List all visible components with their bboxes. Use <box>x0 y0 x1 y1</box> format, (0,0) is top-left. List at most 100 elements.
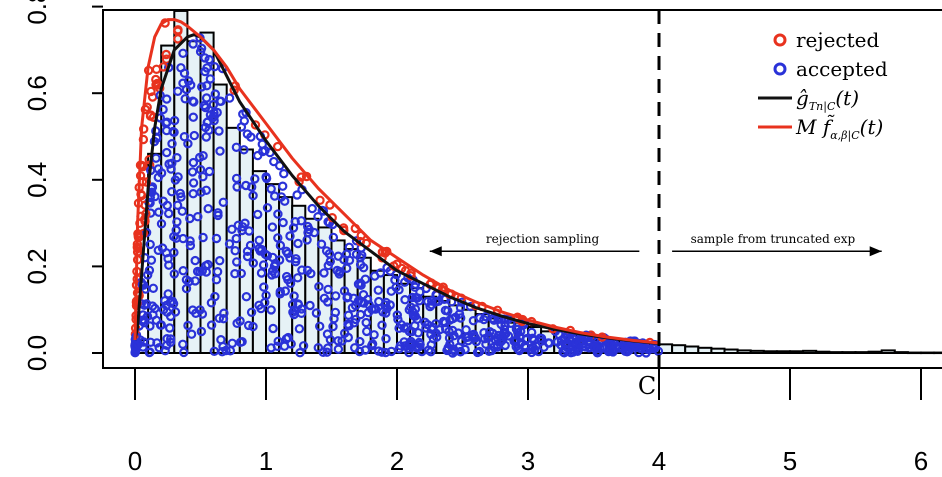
accepted-point <box>386 346 397 357</box>
histogram-bar <box>893 351 909 355</box>
accepted-point <box>266 305 276 315</box>
accepted-point <box>305 300 315 311</box>
rejected-point <box>273 141 283 152</box>
rejected-point <box>173 25 183 35</box>
accepted-point <box>254 235 264 245</box>
accepted-point <box>278 181 288 191</box>
accepted-point <box>142 270 153 280</box>
accepted-point <box>198 232 208 243</box>
accepted-point <box>185 240 196 251</box>
accepted-point <box>200 102 211 113</box>
rejected-point <box>161 49 171 60</box>
accepted-point <box>273 336 283 346</box>
accepted-point <box>282 271 292 282</box>
accepted-point <box>489 315 499 325</box>
accepted-point <box>562 339 572 349</box>
accepted-point <box>210 89 220 99</box>
accepted-point <box>296 216 306 226</box>
accepted-point <box>189 130 199 141</box>
accepted-point <box>455 346 466 357</box>
rejected-point <box>173 34 183 44</box>
accepted-point <box>224 239 235 249</box>
legend-label: M f̃α,β|C(t) <box>795 115 883 143</box>
legend: rejected accepted ĝTn|C(t)M f̃α,β|C(t) <box>758 28 888 143</box>
accepted-point <box>172 152 182 163</box>
accepted-point <box>245 240 256 251</box>
histogram-bar <box>906 351 923 355</box>
accepted-point <box>153 245 163 255</box>
accepted-point <box>369 330 379 340</box>
y-tick-label: 0.0 <box>22 335 52 371</box>
accepted-point <box>167 138 177 149</box>
accepted-point <box>163 289 173 299</box>
accepted-point <box>163 208 174 219</box>
accepted-point <box>145 239 155 250</box>
accepted-point <box>456 336 467 346</box>
accepted-point <box>215 96 225 106</box>
accepted-point <box>266 184 276 194</box>
accepted-point <box>267 270 277 280</box>
accepted-point <box>407 326 417 337</box>
accepted-point <box>356 280 366 290</box>
accepted-point <box>262 250 272 261</box>
accepted-point <box>169 247 179 258</box>
accepted-point <box>232 182 242 192</box>
accepted-point <box>211 275 222 285</box>
annotations: rejection sampling sample from truncated … <box>429 232 882 257</box>
annotation-text: rejection sampling <box>486 232 600 246</box>
accepted-point <box>231 233 241 244</box>
scatter-points <box>130 18 664 358</box>
accepted-point <box>270 191 280 201</box>
accepted-point <box>533 346 544 357</box>
x-tick-label: 6 <box>914 446 928 476</box>
accepted-point <box>188 188 198 199</box>
accepted-point <box>258 260 269 270</box>
accepted-point <box>197 309 208 319</box>
legend-label: accepted <box>796 57 888 81</box>
y-tick-label: 0.4 <box>22 162 52 198</box>
accepted-point <box>334 269 344 279</box>
accepted-point <box>423 345 434 355</box>
accepted-point <box>206 320 217 330</box>
accepted-point <box>190 255 200 266</box>
accepted-point <box>194 152 205 163</box>
accepted-point <box>211 233 222 244</box>
accepted-point <box>481 339 491 349</box>
accepted-point <box>178 78 188 88</box>
accepted-point <box>377 320 387 330</box>
accepted-point <box>158 196 168 206</box>
accepted-point <box>214 313 224 323</box>
accepted-point <box>440 305 451 316</box>
accepted-point <box>166 164 176 174</box>
accepted-point <box>180 94 190 104</box>
rejected-point <box>315 195 325 205</box>
accepted-point <box>292 190 302 200</box>
accepted-point <box>404 339 414 349</box>
accepted-point <box>213 210 223 221</box>
accepted-point <box>427 296 437 306</box>
histogram-bar <box>920 351 936 355</box>
accepted-point <box>201 185 211 195</box>
accepted-point <box>259 282 269 292</box>
histogram-bar <box>684 345 700 355</box>
accepted-point <box>322 347 332 357</box>
accepted-point <box>406 302 416 312</box>
accepted-point <box>165 334 176 344</box>
accepted-point <box>257 139 267 149</box>
density-curves <box>133 18 660 345</box>
accepted-point <box>373 285 383 295</box>
accepted-point <box>253 150 263 161</box>
accepted-point <box>235 337 246 347</box>
accepted-point <box>293 238 303 249</box>
accepted-point <box>492 342 502 352</box>
accepted-point <box>339 255 349 265</box>
accepted-point <box>219 308 229 318</box>
accepted-point <box>164 323 175 333</box>
accepted-point <box>444 326 454 337</box>
accepted-point <box>468 316 479 326</box>
accepted-point <box>294 324 305 334</box>
accepted-point <box>186 329 197 339</box>
accepted-point <box>231 173 242 184</box>
accepted-point <box>390 275 400 285</box>
accepted-point <box>375 268 386 278</box>
